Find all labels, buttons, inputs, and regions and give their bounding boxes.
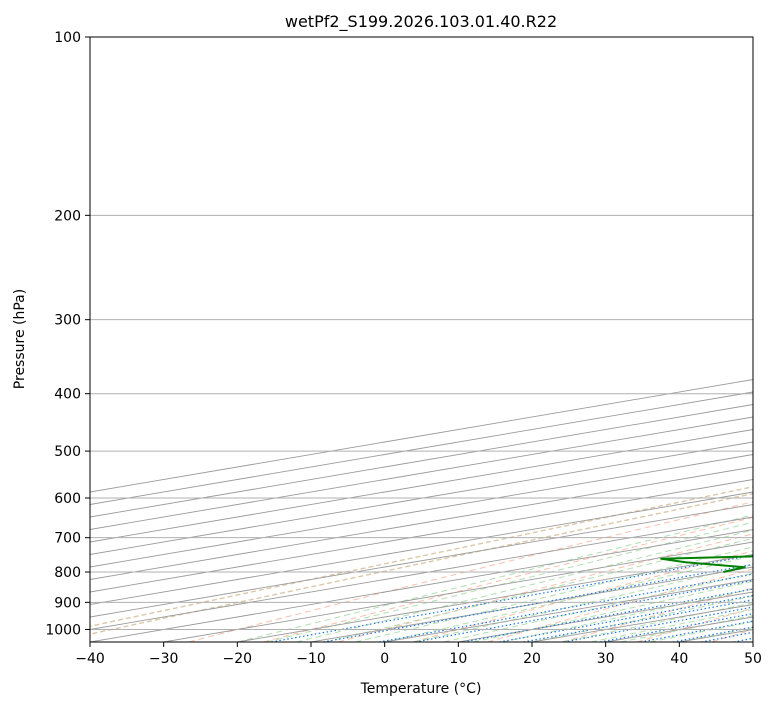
plot-frame — [89, 36, 754, 643]
chart-title: wetPf2_S199.2026.103.01.40.R22 — [285, 12, 557, 32]
moist-adiabat — [266, 521, 753, 642]
reference-curve — [90, 486, 753, 628]
x-tick-label: 30 — [597, 651, 615, 667]
dry-adiabat — [412, 550, 753, 642]
y-tick-label: 400 — [54, 387, 81, 403]
x-tick-label: −10 — [296, 651, 326, 667]
isotherm — [90, 441, 753, 555]
y-tick-label: 300 — [54, 313, 81, 329]
y-tick-label: 600 — [54, 491, 81, 507]
isotherm — [90, 491, 753, 605]
moist-adiabat — [472, 580, 753, 642]
x-tick-label: 50 — [744, 651, 762, 667]
y-tick-label: 1000 — [45, 622, 81, 638]
y-tick-label: 200 — [54, 208, 81, 224]
x-tick-label: 20 — [523, 651, 541, 667]
isotherm — [90, 479, 753, 593]
background-isolines — [90, 379, 753, 642]
isotherm — [90, 466, 753, 580]
y-tick-label: 500 — [54, 444, 81, 460]
y-axis-ticks: 100 200 300 400 500 600 700 800 900 1000 — [45, 30, 90, 638]
mixing-ratio-line — [523, 599, 753, 642]
dry-adiabat — [188, 501, 753, 642]
x-tick-label: −20 — [223, 651, 253, 667]
y-tick-label: 800 — [54, 565, 81, 581]
moist-adiabat — [384, 555, 753, 642]
isotherm — [90, 504, 753, 618]
x-tick-label: 0 — [380, 651, 389, 667]
moist-adiabat — [296, 529, 753, 642]
mixing-ratio-line — [600, 613, 753, 642]
x-tick-label: −40 — [75, 651, 105, 667]
x-tick-label: 10 — [449, 651, 467, 667]
mixing-ratio-line — [563, 606, 753, 642]
moist-adiabat — [443, 572, 753, 642]
y-tick-label: 700 — [54, 531, 81, 547]
dry-adiabat — [338, 533, 753, 642]
mixing-ratio-line — [271, 554, 753, 642]
x-tick-label: 40 — [670, 651, 688, 667]
x-axis-label: Temperature (°C) — [360, 681, 482, 697]
dry-adiabat — [562, 587, 753, 642]
x-axis-ticks: −40 −30 −20 −10 0 10 20 30 40 50 — [75, 642, 762, 667]
isotherm — [90, 454, 753, 568]
y-tick-label: 900 — [54, 595, 81, 611]
y-axis-label: Pressure (hPa) — [12, 289, 28, 389]
isotherm — [90, 529, 753, 642]
moist-adiabat — [531, 595, 753, 642]
x-tick-label: −30 — [149, 651, 179, 667]
y-tick-label: 100 — [54, 30, 81, 46]
isotherm — [90, 429, 753, 543]
pressure-grid — [90, 37, 753, 630]
isotherm — [90, 516, 753, 630]
reference-curve — [90, 492, 753, 635]
